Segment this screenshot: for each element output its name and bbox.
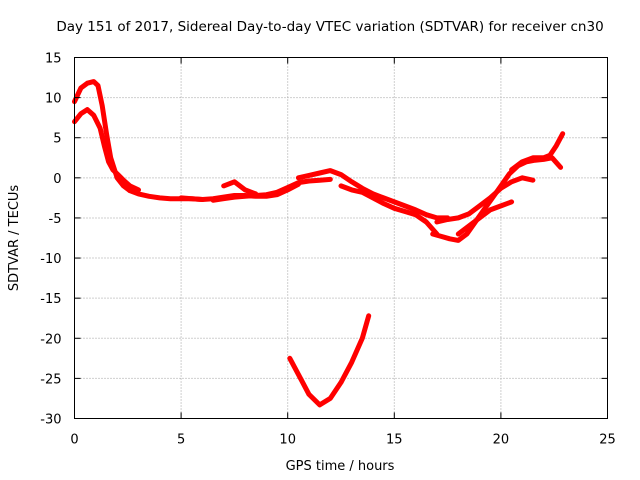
axis-ticks: 0 5 10 15 20 25 15 10 5 0 -5 -10 -15 -20 -25 -30 <box>40 52 616 448</box>
x-tick-label: 5 <box>177 433 185 448</box>
grid-lines <box>74 57 608 419</box>
y-tick-label: -10 <box>40 252 61 267</box>
y-tick-label: -30 <box>40 413 61 428</box>
y-tick-label: -5 <box>49 212 62 227</box>
y-tick-label: -25 <box>40 372 61 387</box>
y-tick-label: 0 <box>53 172 61 187</box>
x-tick-label: 15 <box>386 433 403 448</box>
satellite-track-10 <box>434 175 536 225</box>
satellite-track-11 <box>455 199 515 237</box>
satellite-track-9 <box>430 155 564 243</box>
y-tick-label: -20 <box>40 332 61 347</box>
chart-title: Day 151 of 2017, Sidereal Day-to-day VTE… <box>56 19 603 35</box>
x-tick-label: 0 <box>70 433 78 448</box>
x-tick-label: 25 <box>599 433 616 448</box>
satellite-track-2 <box>72 107 141 193</box>
satellite-track-7 <box>338 183 440 237</box>
satellite-track-4 <box>210 176 333 203</box>
y-axis-label: SDTVAR / TECUs <box>7 185 22 292</box>
plot-frame <box>74 57 608 419</box>
y-tick-label: 5 <box>53 132 61 147</box>
satellite-track-1 <box>72 79 205 202</box>
data-series <box>72 79 566 408</box>
satellite-track-5 <box>221 179 259 197</box>
y-tick-label: 10 <box>45 92 62 107</box>
y-tick-label: -15 <box>40 292 61 307</box>
satellite-track-8 <box>287 313 372 408</box>
satellite-track-6 <box>295 168 451 221</box>
x-tick-label: 20 <box>493 433 510 448</box>
x-tick-label: 10 <box>279 433 296 448</box>
satellite-track-12 <box>509 131 566 173</box>
x-axis-label: GPS time / hours <box>286 459 395 474</box>
y-tick-label: 15 <box>45 52 62 67</box>
